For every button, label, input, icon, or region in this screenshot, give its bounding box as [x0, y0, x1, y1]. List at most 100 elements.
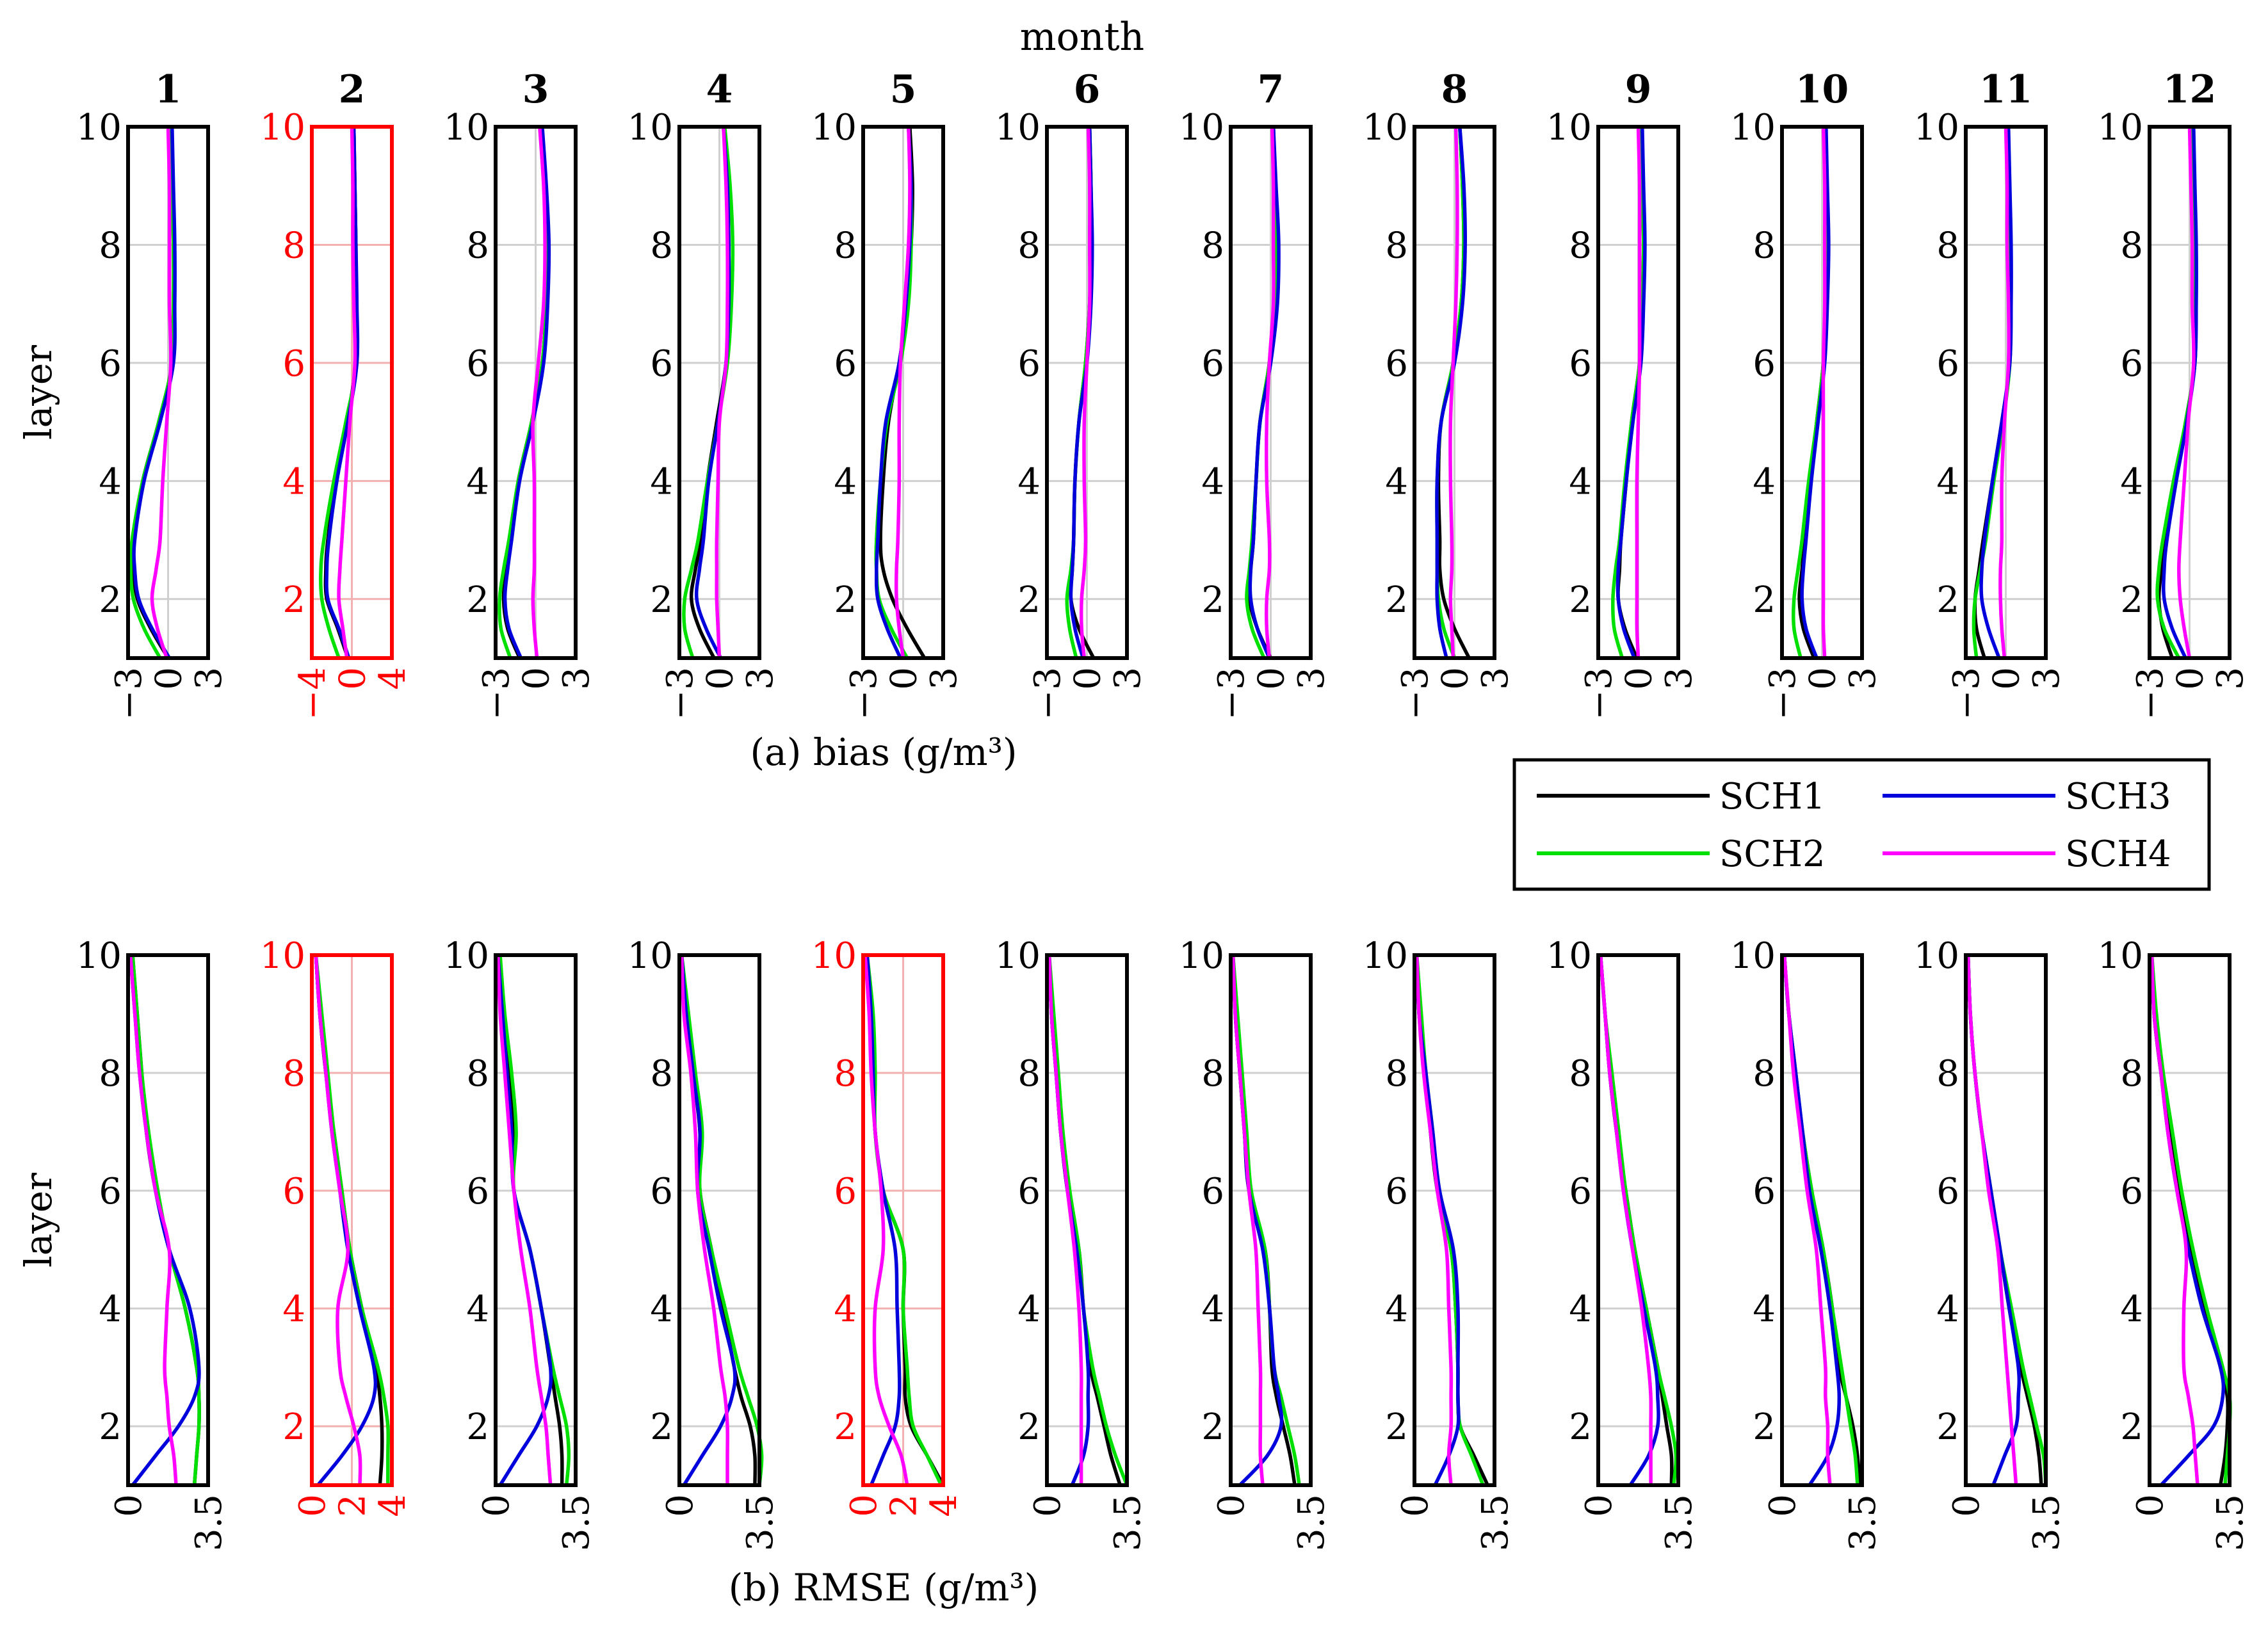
bias-frame-month-10	[1780, 125, 1864, 660]
rmse-panel-month-3: 2 4 6 8 10 0 3.5	[444, 935, 597, 1551]
bias-ytick-label: 4	[1017, 461, 1041, 503]
rmse-panel-month-11: 2 4 6 8 10 0 3.5	[1914, 935, 2068, 1551]
bias-ytick-label: 10	[2098, 107, 2143, 149]
bias-frame-month-9	[1596, 125, 1680, 660]
rmse-ytick-label: 4	[99, 1289, 122, 1330]
bias-series-sch4-month-10	[1821, 125, 1827, 660]
bias-xtick-label: 3	[1107, 667, 1149, 690]
bias-xtick-label: −3	[1762, 667, 1804, 720]
rmse-series-sch4-month-12	[2150, 953, 2199, 1487]
bias-xtick-label: 0	[700, 667, 741, 690]
rmse-ytick-label: 2	[1201, 1406, 1224, 1448]
bias-panel-month-5: 5 2 4 6 8 10 −303	[811, 67, 965, 720]
bias-ytick-label: 2	[1936, 579, 1959, 621]
bias-ytick-label: 6	[99, 343, 122, 385]
bias-xtick-label: 3	[188, 667, 230, 690]
rmse-ytick-label: 4	[1936, 1289, 1959, 1330]
bias-series-sch4-month-7	[1265, 125, 1276, 660]
bias-ytick-label: 8	[466, 225, 489, 266]
bias-series-sch4-month-11	[1998, 125, 2011, 660]
bias-series-sch3-month-9	[1616, 125, 1647, 660]
rmse-panel-month-7: 2 4 6 8 10 0 3.5	[1179, 935, 1332, 1551]
rmse-xtick-label: 4	[923, 1494, 965, 1517]
rmse-ytick-label: 10	[995, 935, 1041, 977]
bias-xtick-label: 0	[1619, 667, 1660, 690]
rmse-series-sch2-month-2	[314, 953, 390, 1487]
rmse-ytick-label: 4	[1569, 1289, 1592, 1330]
bias-xtick-label: 3	[740, 667, 781, 690]
bias-ylabel: layer	[17, 345, 60, 440]
rmse-ylabel: layer	[17, 1173, 60, 1268]
rmse-series-sch1-month-9	[1598, 953, 1674, 1487]
rmse-ytick-label: 2	[1936, 1406, 1959, 1448]
bias-ytick-label: 8	[1017, 225, 1041, 266]
bias-caption: (a) bias (g/m³)	[750, 730, 1017, 774]
rmse-panel-month-9: 2 4 6 8 10 0 3.5	[1546, 935, 1700, 1551]
bias-series-sch3-month-7	[1248, 125, 1281, 660]
bias-series-sch4-month-2	[337, 125, 357, 660]
bias-frame-month-6	[1045, 125, 1129, 660]
bias-ytick-label: 10	[1914, 107, 1959, 149]
month-header-12: 12	[2163, 67, 2217, 112]
rmse-ytick-label: 4	[1753, 1289, 1776, 1330]
rmse-ytick-label: 10	[260, 935, 305, 977]
bias-ytick-label: 8	[99, 225, 122, 266]
bias-ytick-label: 2	[2120, 579, 2143, 621]
bias-ytick-label: 10	[811, 107, 857, 149]
rmse-ytick-label: 6	[466, 1171, 489, 1212]
bias-xtick-label: −3	[1211, 667, 1252, 720]
rmse-ytick-label: 4	[282, 1289, 305, 1330]
bias-xtick-label: 0	[1986, 667, 2028, 690]
bias-series-sch4-month-6	[1079, 125, 1092, 660]
bias-xtick-label: −3	[108, 667, 150, 720]
rmse-ytick-label: 2	[99, 1406, 122, 1448]
bias-ytick-label: 2	[466, 579, 489, 621]
rmse-ytick-label: 10	[1730, 935, 1776, 977]
bias-ytick-label: 2	[282, 579, 305, 621]
bias-xtick-label: −3	[1395, 667, 1436, 720]
bias-series-sch4-month-8	[1448, 125, 1459, 660]
rmse-ytick-label: 10	[811, 935, 857, 977]
bias-xtick-label: 3	[1475, 667, 1516, 690]
rmse-ytick-label: 2	[466, 1406, 489, 1448]
rmse-xtick-label: 3.5	[1107, 1494, 1149, 1551]
bias-frame-month-8	[1413, 125, 1496, 660]
rmse-ytick-label: 8	[834, 1053, 857, 1095]
rmse-series-sch1-month-6	[1047, 953, 1122, 1487]
bias-xtick-label: −3	[1578, 667, 1620, 720]
rmse-xtick-label: 0	[843, 1494, 885, 1517]
rmse-frame-month-9	[1596, 953, 1680, 1487]
rmse-frame-month-8	[1413, 953, 1496, 1487]
legend-box	[1512, 758, 2211, 891]
bias-xtick-label: 3	[1291, 667, 1332, 690]
month-header-7: 7	[1258, 67, 1284, 112]
bias-ytick-label: 10	[1730, 107, 1776, 149]
rmse-series-sch1-month-4	[679, 953, 757, 1487]
rmse-ytick-label: 6	[282, 1171, 305, 1212]
bias-xtick-label: 3	[556, 667, 597, 690]
bias-ytick-label: 6	[2120, 343, 2143, 385]
rmse-series-sch2-month-5	[865, 953, 943, 1487]
bias-series-sch3-month-6	[1069, 125, 1094, 660]
bias-xtick-label: 3	[2026, 667, 2068, 690]
rmse-series-sch4-month-2	[314, 953, 362, 1487]
rmse-ytick-label: 4	[834, 1289, 857, 1330]
rmse-series-sch4-month-1	[128, 953, 178, 1487]
bias-ytick-label: 10	[995, 107, 1041, 149]
bias-xtick-label: 3	[923, 667, 965, 690]
rmse-series-sch4-month-5	[863, 953, 909, 1487]
rmse-series-sch3-month-10	[1782, 953, 1842, 1487]
rmse-ytick-label: 2	[282, 1406, 305, 1448]
rmse-ytick-label: 4	[1201, 1289, 1224, 1330]
rmse-series-sch2-month-3	[498, 953, 571, 1487]
bias-xtick-label: 0	[1067, 667, 1109, 690]
bias-ytick-label: 6	[650, 343, 673, 385]
bias-ytick-label: 6	[282, 343, 305, 385]
rmse-panel-month-6: 2 4 6 8 10 0 3.5	[995, 935, 1149, 1551]
bias-series-sch3-month-2	[325, 125, 360, 660]
rmse-ytick-label: 6	[1569, 1171, 1592, 1212]
bias-xtick-label: 4	[372, 667, 414, 690]
rmse-ytick-label: 2	[1017, 1406, 1041, 1448]
